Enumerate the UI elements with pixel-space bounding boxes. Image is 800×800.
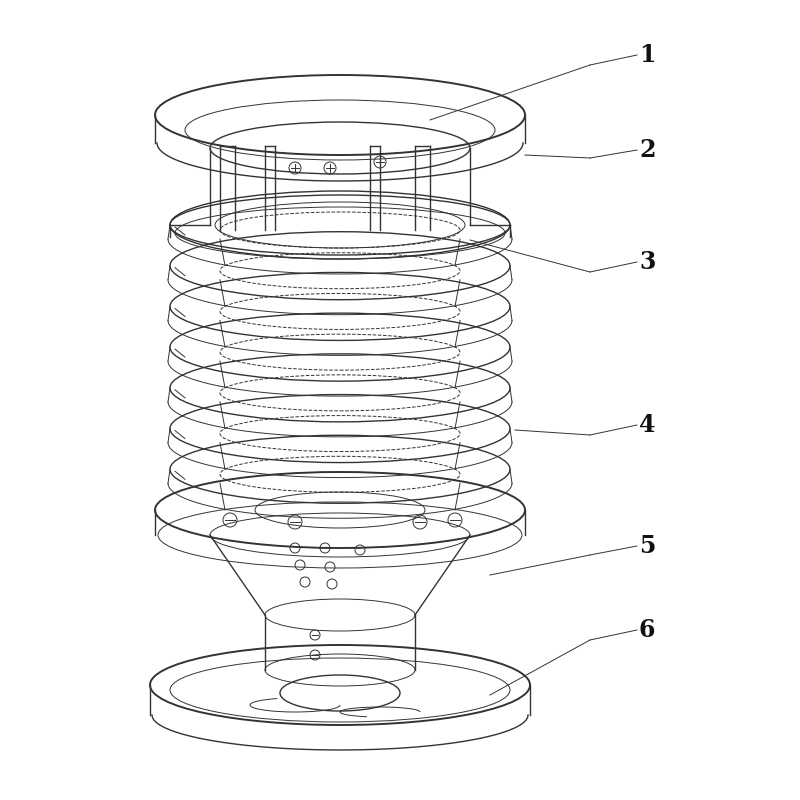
Text: 1: 1 (639, 43, 655, 67)
Text: 3: 3 (639, 250, 655, 274)
Text: 4: 4 (639, 413, 655, 437)
Text: 6: 6 (639, 618, 655, 642)
Text: 2: 2 (639, 138, 655, 162)
Text: 5: 5 (639, 534, 655, 558)
